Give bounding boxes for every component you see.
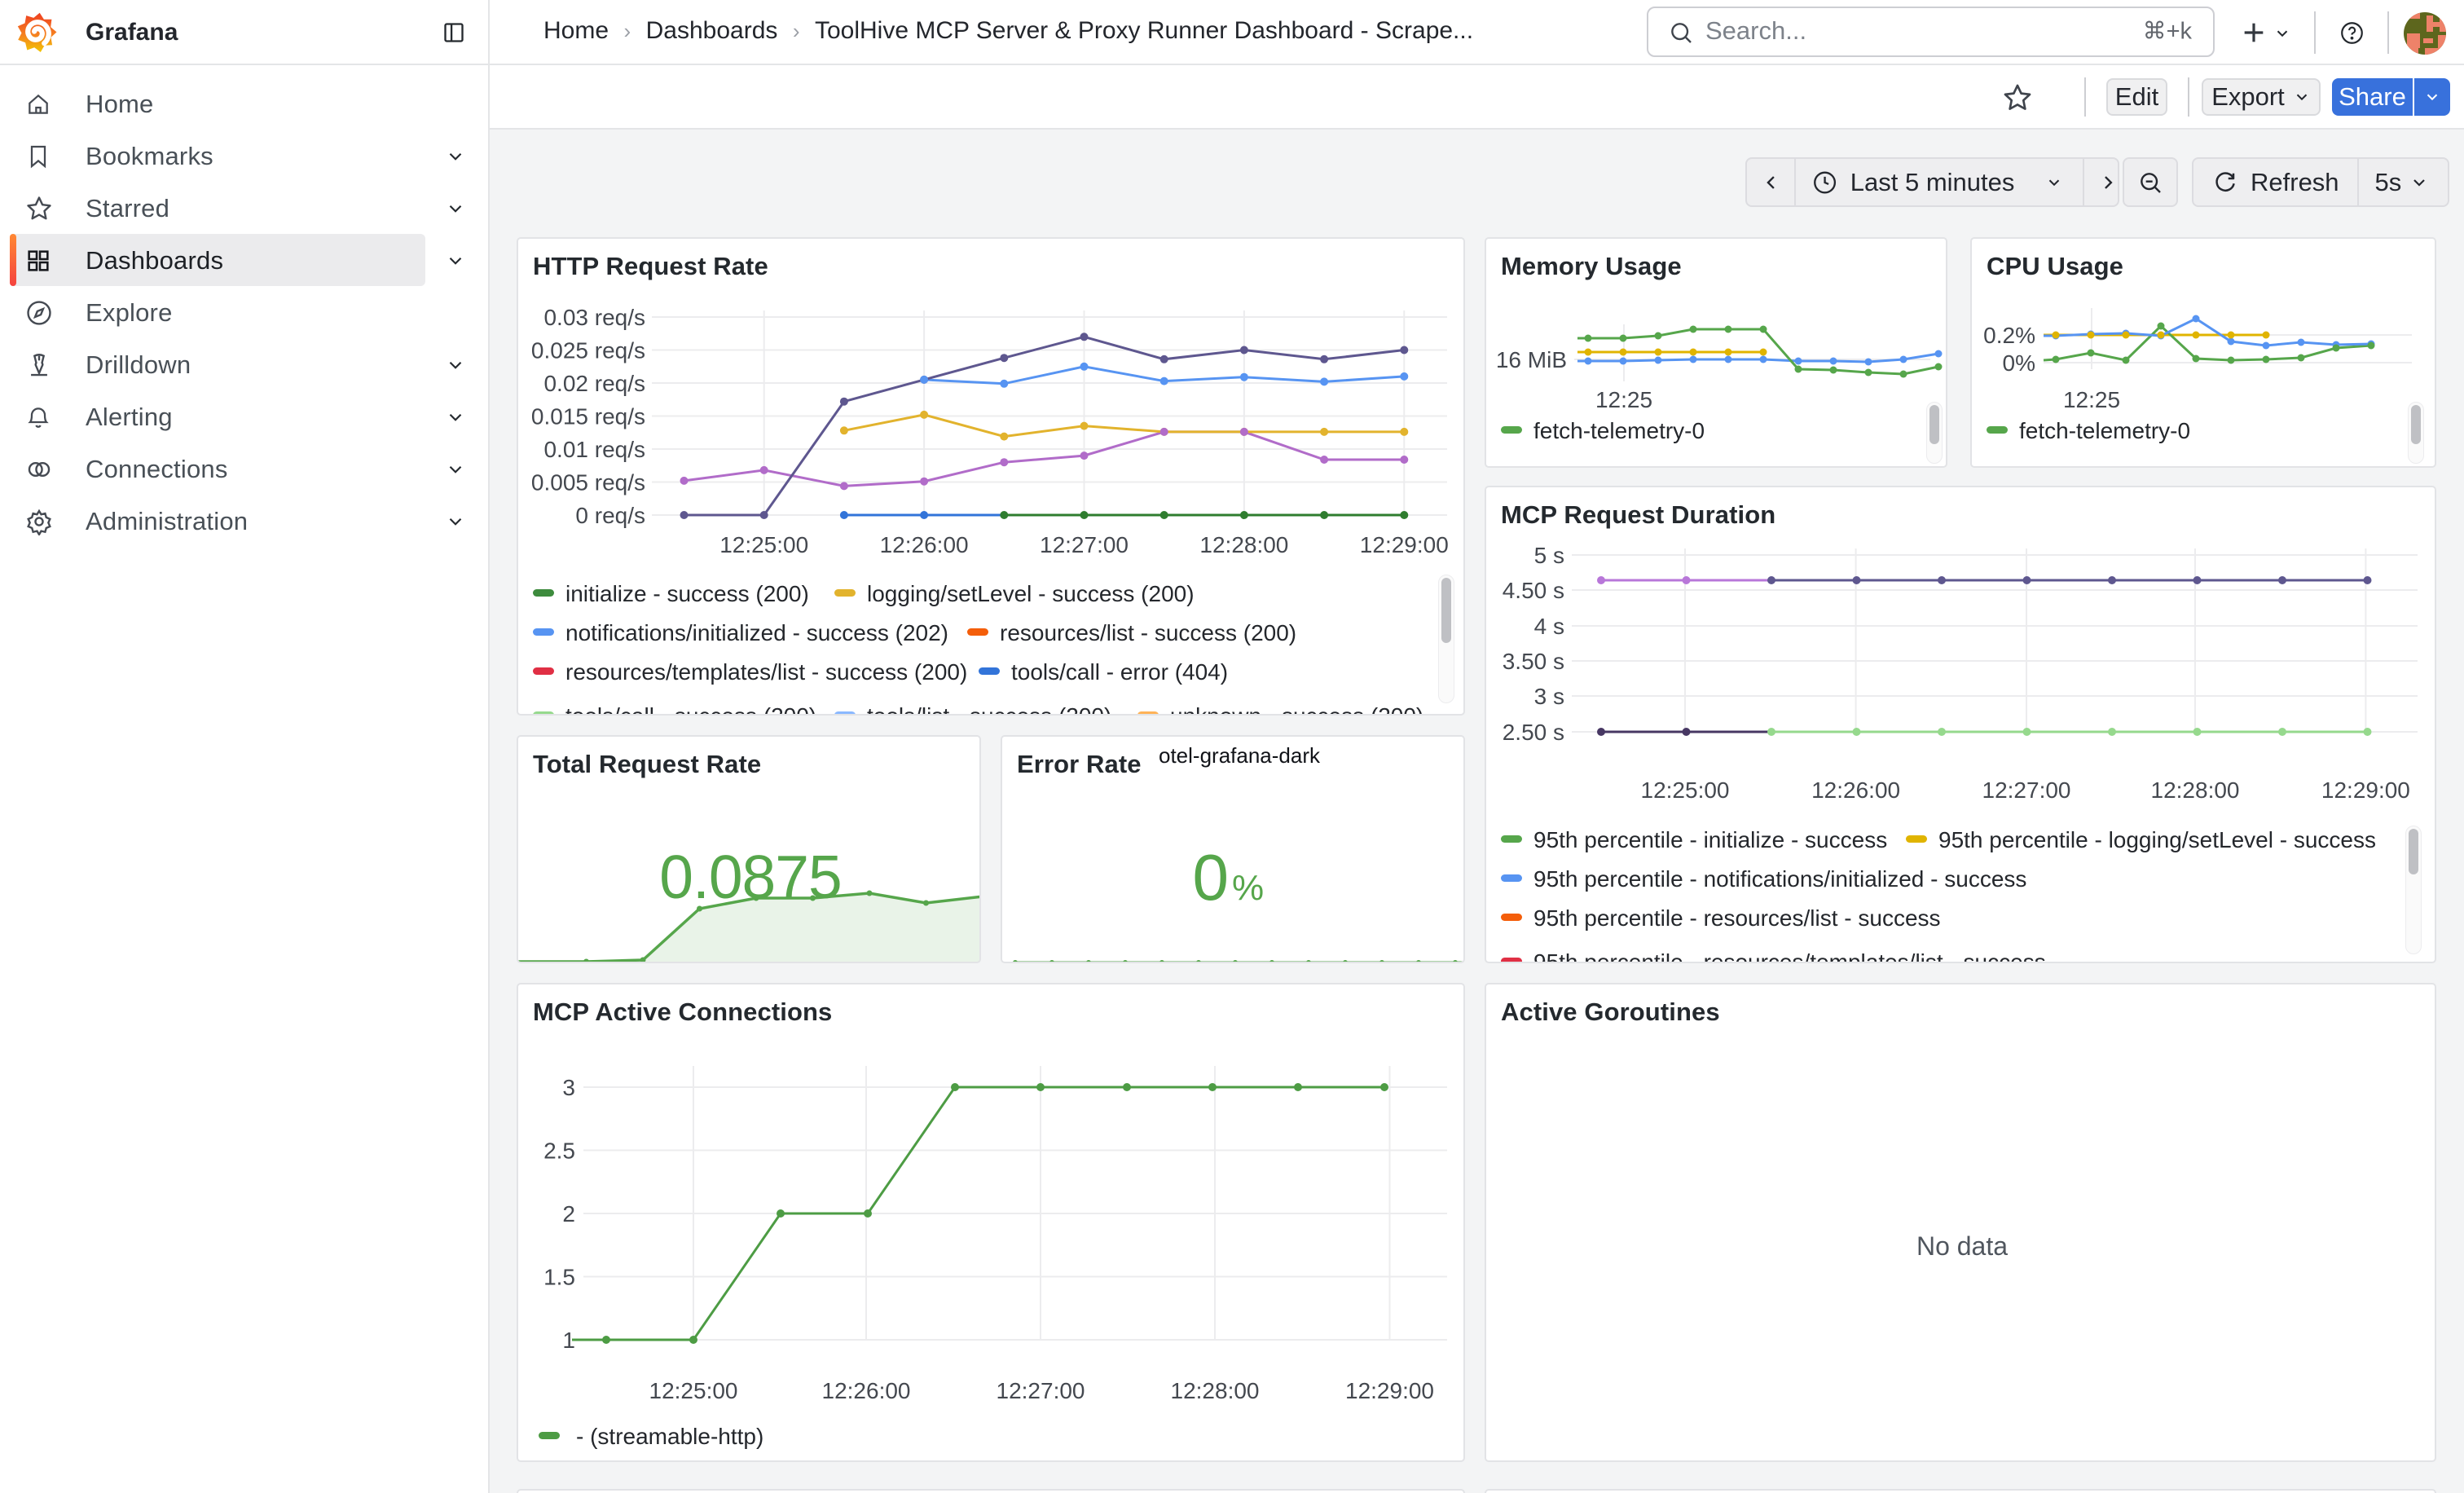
svg-text:12:26:00: 12:26:00 bbox=[880, 532, 969, 557]
svg-text:0.2%: 0.2% bbox=[1983, 323, 2035, 348]
svg-text:tools/list - success (200): tools/list - success (200) bbox=[867, 703, 1111, 716]
svg-text:12:27:00: 12:27:00 bbox=[1982, 777, 2071, 803]
svg-text:- (streamable-http): - (streamable-http) bbox=[576, 1424, 763, 1449]
svg-text:12:27:00: 12:27:00 bbox=[997, 1378, 1085, 1403]
svg-text:logging/setLevel - success (20: logging/setLevel - success (200) bbox=[867, 581, 1195, 606]
svg-text:4.50 s: 4.50 s bbox=[1503, 578, 1564, 603]
svg-text:12:25:00: 12:25:00 bbox=[649, 1378, 738, 1403]
svg-text:12:29:00: 12:29:00 bbox=[1345, 1378, 1434, 1403]
svg-text:resources/templates/list - suc: resources/templates/list - success (200) bbox=[565, 659, 967, 685]
svg-text:fetch-telemetry-0: fetch-telemetry-0 bbox=[2019, 418, 2190, 443]
svg-text:0: 0 bbox=[1193, 841, 1230, 914]
svg-text:95th percentile - notification: 95th percentile - notifications/initiali… bbox=[1533, 866, 2026, 892]
svg-text:%: % bbox=[1232, 868, 1264, 908]
svg-text:12:27:00: 12:27:00 bbox=[1040, 532, 1129, 557]
svg-text:0.0875: 0.0875 bbox=[659, 843, 841, 911]
svg-text:0 req/s: 0 req/s bbox=[575, 503, 645, 528]
svg-text:12:28:00: 12:28:00 bbox=[1199, 532, 1288, 557]
svg-text:95th percentile - resources/te: 95th percentile - resources/templates/li… bbox=[1533, 949, 2046, 963]
svg-text:12:28:00: 12:28:00 bbox=[2151, 777, 2240, 803]
svg-text:tools/call - success (200): tools/call - success (200) bbox=[565, 703, 816, 716]
svg-text:12:26:00: 12:26:00 bbox=[822, 1378, 911, 1403]
svg-text:12:29:00: 12:29:00 bbox=[1360, 532, 1449, 557]
svg-text:95th percentile - initialize -: 95th percentile - initialize - success bbox=[1533, 827, 1887, 852]
svg-text:12:25:00: 12:25:00 bbox=[719, 532, 808, 557]
svg-text:0.025 req/s: 0.025 req/s bbox=[531, 338, 645, 363]
svg-text:5 s: 5 s bbox=[1534, 543, 1564, 568]
svg-text:unknown - success (200): unknown - success (200) bbox=[1170, 703, 1423, 716]
svg-text:initialize - success (200): initialize - success (200) bbox=[565, 581, 809, 606]
svg-text:12:25:00: 12:25:00 bbox=[1641, 777, 1730, 803]
svg-text:4 s: 4 s bbox=[1534, 614, 1564, 639]
svg-text:0.02 req/s: 0.02 req/s bbox=[543, 371, 645, 396]
svg-text:3 s: 3 s bbox=[1534, 684, 1564, 709]
svg-text:95th percentile - logging/setL: 95th percentile - logging/setLevel - suc… bbox=[1938, 827, 2376, 852]
svg-text:2.50 s: 2.50 s bbox=[1503, 720, 1564, 745]
svg-text:fetch-telemetry-0: fetch-telemetry-0 bbox=[1533, 418, 1705, 443]
svg-text:0.015 req/s: 0.015 req/s bbox=[531, 404, 645, 429]
svg-text:1.5: 1.5 bbox=[543, 1265, 575, 1290]
svg-text:12:28:00: 12:28:00 bbox=[1171, 1378, 1260, 1403]
svg-text:12:25: 12:25 bbox=[1595, 387, 1652, 412]
svg-text:12:29:00: 12:29:00 bbox=[2321, 777, 2410, 803]
svg-text:0.01 req/s: 0.01 req/s bbox=[543, 437, 645, 462]
svg-text:16 MiB: 16 MiB bbox=[1496, 347, 1567, 372]
svg-text:12:25: 12:25 bbox=[2063, 387, 2120, 412]
svg-text:0.005 req/s: 0.005 req/s bbox=[531, 470, 645, 495]
svg-text:3.50 s: 3.50 s bbox=[1503, 649, 1564, 674]
svg-text:resources/list - success (200): resources/list - success (200) bbox=[1000, 620, 1296, 645]
svg-text:95th percentile - resources/li: 95th percentile - resources/list - succe… bbox=[1533, 905, 1941, 931]
svg-text:1: 1 bbox=[562, 1328, 575, 1353]
svg-text:notifications/initialized - su: notifications/initialized - success (202… bbox=[565, 620, 948, 645]
svg-text:tools/call - error (404): tools/call - error (404) bbox=[1011, 659, 1228, 685]
svg-text:3: 3 bbox=[562, 1075, 575, 1100]
svg-text:2.5: 2.5 bbox=[543, 1138, 575, 1164]
svg-text:0%: 0% bbox=[2003, 350, 2035, 376]
svg-text:0.03 req/s: 0.03 req/s bbox=[543, 305, 645, 330]
svg-text:12:26:00: 12:26:00 bbox=[1811, 777, 1900, 803]
svg-text:2: 2 bbox=[562, 1201, 575, 1227]
